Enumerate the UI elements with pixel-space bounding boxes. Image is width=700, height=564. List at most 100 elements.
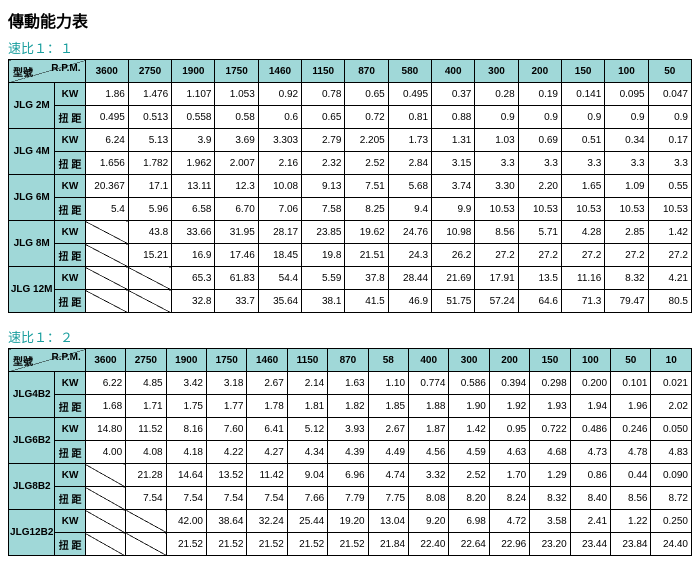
data-cell: 7.06 <box>258 198 301 221</box>
data-cell: 13.11 <box>172 175 215 198</box>
data-cell: 2.41 <box>570 510 610 533</box>
data-cell: 13.52 <box>206 464 246 487</box>
data-cell: 9.20 <box>409 510 449 533</box>
model-cell: JLG 6M <box>9 175 55 221</box>
model-label: 型號 <box>13 353 33 368</box>
data-cell: 1.88 <box>409 395 449 418</box>
data-cell: 21.52 <box>206 533 246 556</box>
torque-label-cell: 扭 距 <box>55 198 85 221</box>
data-cell: 0.9 <box>475 106 518 129</box>
kw-label-cell: KW <box>55 129 85 152</box>
col-header: 200 <box>489 349 529 372</box>
page-title: 傳動能力表 <box>8 8 692 32</box>
data-cell: 3.74 <box>432 175 475 198</box>
ratio-1-2-label: 速比１：２ <box>8 327 692 346</box>
data-cell: 37.8 <box>345 267 388 290</box>
data-cell: 2.007 <box>215 152 258 175</box>
data-cell: 5.68 <box>388 175 431 198</box>
data-cell: 23.84 <box>611 533 651 556</box>
col-header: 10 <box>651 349 692 372</box>
data-cell: 2.14 <box>287 372 327 395</box>
col-header: 300 <box>475 60 518 83</box>
data-cell: 0.298 <box>530 372 570 395</box>
data-cell: 0.394 <box>489 372 529 395</box>
data-cell: 14.80 <box>85 418 125 441</box>
col-header: 1750 <box>215 60 258 83</box>
torque-label-cell: 扭 距 <box>55 395 85 418</box>
data-cell: 24.3 <box>388 244 431 267</box>
data-cell: 0.86 <box>570 464 610 487</box>
data-cell: 27.2 <box>518 244 561 267</box>
data-cell <box>126 533 166 556</box>
data-cell: 0.021 <box>651 372 692 395</box>
data-cell: 27.2 <box>605 244 648 267</box>
data-cell: 2.52 <box>449 464 489 487</box>
data-cell: 4.49 <box>368 441 408 464</box>
data-cell: 8.24 <box>489 487 529 510</box>
data-cell: 1.31 <box>432 129 475 152</box>
data-cell: 1.70 <box>489 464 529 487</box>
data-cell: 5.12 <box>287 418 327 441</box>
data-cell: 42.00 <box>166 510 206 533</box>
model-cell: JLG 2M <box>9 83 55 129</box>
data-cell: 1.962 <box>172 152 215 175</box>
model-cell: JLG12B2 <box>9 510 55 556</box>
data-cell: 3.9 <box>172 129 215 152</box>
data-cell: 1.71 <box>126 395 166 418</box>
data-cell: 21.51 <box>345 244 388 267</box>
data-cell: 17.91 <box>475 267 518 290</box>
data-cell: 7.54 <box>206 487 246 510</box>
data-cell: 0.37 <box>432 83 475 106</box>
data-cell: 5.13 <box>128 129 171 152</box>
data-cell: 3.303 <box>258 129 301 152</box>
col-header: 1150 <box>302 60 345 83</box>
data-cell: 28.17 <box>258 221 301 244</box>
data-cell: 80.5 <box>648 290 691 313</box>
data-cell <box>85 533 125 556</box>
col-header: 400 <box>409 349 449 372</box>
data-cell: 21.69 <box>432 267 475 290</box>
data-cell: 11.16 <box>561 267 604 290</box>
data-cell: 1.68 <box>85 395 125 418</box>
data-cell: 1.03 <box>475 129 518 152</box>
data-cell: 1.10 <box>368 372 408 395</box>
data-cell: 17.1 <box>128 175 171 198</box>
data-cell: 2.32 <box>302 152 345 175</box>
data-cell: 0.28 <box>475 83 518 106</box>
data-cell: 1.65 <box>561 175 604 198</box>
data-cell: 5.59 <box>302 267 345 290</box>
data-cell <box>85 221 128 244</box>
data-cell: 22.40 <box>409 533 449 556</box>
data-cell: 4.85 <box>126 372 166 395</box>
model-cell: JLG 4M <box>9 129 55 175</box>
col-header: 870 <box>345 60 388 83</box>
data-cell: 33.66 <box>172 221 215 244</box>
data-cell: 0.200 <box>570 372 610 395</box>
data-cell: 8.56 <box>611 487 651 510</box>
data-cell: 0.69 <box>518 129 561 152</box>
data-cell: 7.58 <box>302 198 345 221</box>
data-cell: 1.476 <box>128 83 171 106</box>
data-cell: 0.586 <box>449 372 489 395</box>
data-cell: 1.053 <box>215 83 258 106</box>
data-cell: 0.050 <box>651 418 692 441</box>
data-cell: 0.486 <box>570 418 610 441</box>
kw-label-cell: KW <box>55 510 85 533</box>
data-cell: 22.96 <box>489 533 529 556</box>
kw-label-cell: KW <box>55 175 85 198</box>
data-cell: 22.64 <box>449 533 489 556</box>
data-cell: 9.9 <box>432 198 475 221</box>
data-cell: 1.90 <box>449 395 489 418</box>
data-cell: 3.42 <box>166 372 206 395</box>
data-cell: 4.28 <box>561 221 604 244</box>
data-cell: 4.56 <box>409 441 449 464</box>
data-cell: 41.5 <box>345 290 388 313</box>
kw-label-cell: KW <box>55 464 85 487</box>
data-cell: 71.3 <box>561 290 604 313</box>
col-header: 50 <box>648 60 691 83</box>
data-cell: 21.52 <box>247 533 287 556</box>
data-cell: 4.21 <box>648 267 691 290</box>
data-cell: 23.20 <box>530 533 570 556</box>
data-cell: 6.41 <box>247 418 287 441</box>
data-cell: 13.5 <box>518 267 561 290</box>
